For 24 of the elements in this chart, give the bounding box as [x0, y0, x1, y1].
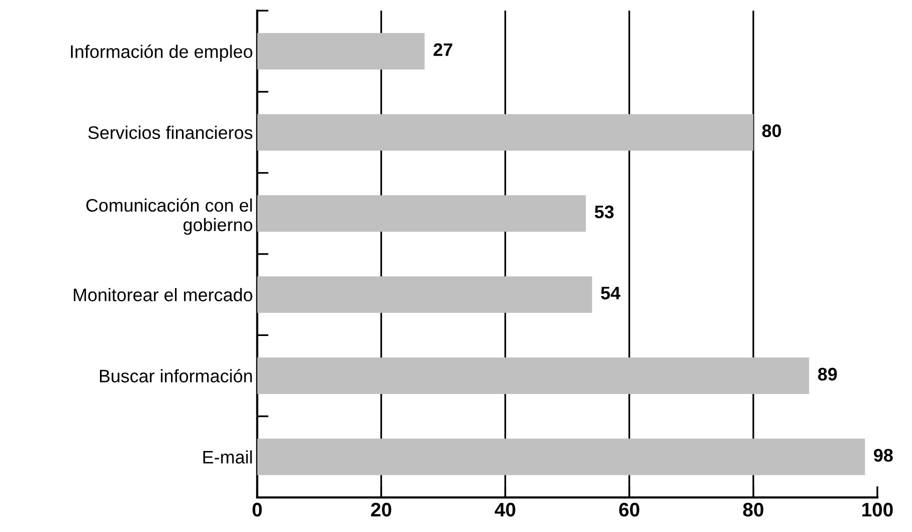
y-tick-label: Buscar información: [100, 368, 252, 382]
y-tick-label: Información de empleo: [71, 44, 252, 62]
x-tick-label: 0: [252, 502, 262, 517]
y-tick-label: Comunicación con el gobierno: [86, 198, 252, 235]
bar: [257, 195, 586, 232]
bar: [257, 276, 592, 313]
bar: [257, 438, 865, 476]
y-tick-label: Servicios financieros: [88, 126, 252, 140]
data-label: 89: [818, 368, 837, 381]
x-tick-label: 60: [619, 502, 640, 517]
y-tick-label: E-mail: [203, 450, 252, 464]
x-tick-label: 20: [371, 502, 392, 517]
data-label: 53: [594, 206, 614, 218]
data-label: 54: [600, 286, 620, 300]
x-tick-label: 40: [494, 502, 516, 517]
x-tick-label: 100: [862, 502, 893, 517]
data-label: 27: [434, 43, 452, 56]
bar: [257, 114, 754, 151]
data-label: 80: [762, 124, 781, 138]
data-label: 98: [874, 448, 893, 462]
x-tick-label: 80: [743, 502, 764, 517]
bar: [257, 32, 425, 70]
bar: [257, 357, 810, 394]
y-tick-label: Monitorear el mercado: [74, 288, 252, 302]
